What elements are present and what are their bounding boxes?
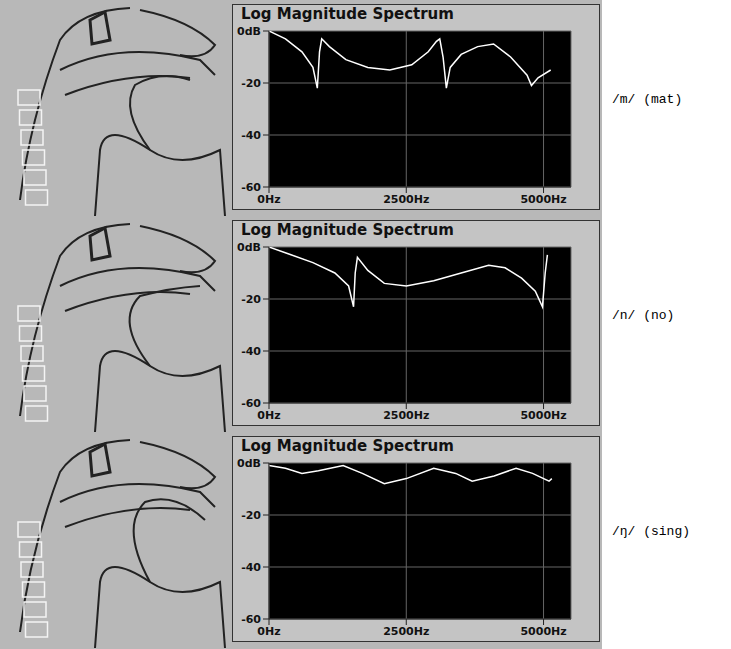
svg-text:-60: -60 [241,613,261,626]
svg-text:0Hz: 0Hz [257,409,280,422]
html-text:/ŋ/ (sing): /ŋ/ (sing) [612,524,690,539]
svg-text:5000Hz: 5000Hz [520,409,566,422]
html-text:/m/ (mat): /m/ (mat) [612,92,683,107]
svg-text:2500Hz: 2500Hz [383,193,429,206]
svg-text:0dB: 0dB [237,457,261,470]
svg-text:2500Hz: 2500Hz [383,409,429,422]
html-text:Log Magnitude Spectrum: Log Magnitude Spectrum [241,437,454,455]
svg-text:-20: -20 [241,77,261,90]
svg-text:-60: -60 [241,397,261,410]
svg-text:0Hz: 0Hz [257,625,280,638]
svg-text:2500Hz: 2500Hz [383,625,429,638]
svg-text:5000Hz: 5000Hz [520,193,566,206]
html-text:/n/ (no): /n/ (no) [612,308,675,323]
svg-text:-20: -20 [241,509,261,522]
svg-text:-40: -40 [241,345,261,358]
svg-text:5000Hz: 5000Hz [520,625,566,638]
svg-text:0dB: 0dB [237,241,261,254]
html-text:Log Magnitude Spectrum: Log Magnitude Spectrum [241,5,454,23]
svg-text:-40: -40 [241,561,261,574]
svg-text:-40: -40 [241,129,261,142]
html-text:Log Magnitude Spectrum: Log Magnitude Spectrum [241,221,454,239]
svg-text:-60: -60 [241,181,261,194]
svg-text:-20: -20 [241,293,261,306]
svg-text:0Hz: 0Hz [257,193,280,206]
svg-text:0dB: 0dB [237,25,261,38]
